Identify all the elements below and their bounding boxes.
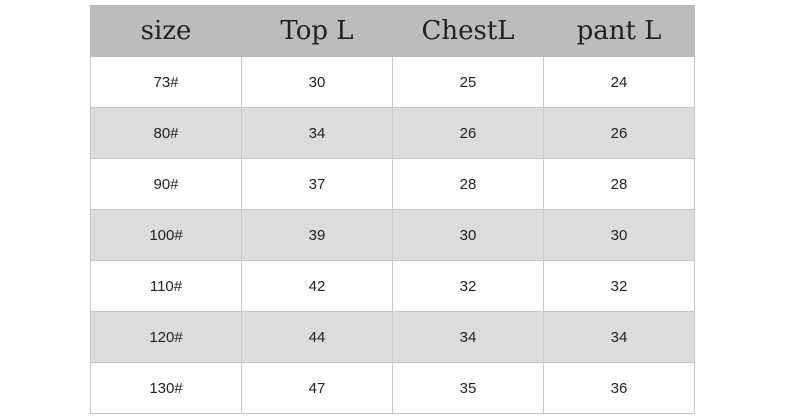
table-cell: 80# bbox=[90, 107, 242, 159]
table-cell: 73# bbox=[90, 56, 242, 108]
table-cell: 28 bbox=[392, 158, 544, 210]
table-cell: 30 bbox=[392, 209, 544, 261]
table-cell: 35 bbox=[392, 362, 544, 414]
table-cell: 30 bbox=[543, 209, 695, 261]
table-cell: 47 bbox=[241, 362, 393, 414]
table-cell: 24 bbox=[543, 56, 695, 108]
header-cell: Top L bbox=[241, 5, 393, 57]
table-cell: 44 bbox=[241, 311, 393, 363]
table-cell: 42 bbox=[241, 260, 393, 312]
table-cell: 37 bbox=[241, 158, 393, 210]
header-cell: size bbox=[90, 5, 242, 57]
table-cell: 36 bbox=[543, 362, 695, 414]
table-cell: 130# bbox=[90, 362, 242, 414]
table-row: 100# 39 30 30 bbox=[90, 209, 695, 261]
table-cell: 26 bbox=[392, 107, 544, 159]
table-row: 80# 34 26 26 bbox=[90, 107, 695, 159]
table-cell: 90# bbox=[90, 158, 242, 210]
table-cell: 28 bbox=[543, 158, 695, 210]
table-cell: 32 bbox=[392, 260, 544, 312]
table-cell: 34 bbox=[241, 107, 393, 159]
table-row: 73# 30 25 24 bbox=[90, 56, 695, 108]
table-cell: 30 bbox=[241, 56, 393, 108]
table-row: 90# 37 28 28 bbox=[90, 158, 695, 210]
header-cell: pant L bbox=[543, 5, 695, 57]
table-cell: 110# bbox=[90, 260, 242, 312]
table-cell: 32 bbox=[543, 260, 695, 312]
header-cell: ChestL bbox=[392, 5, 544, 57]
table-row: 120# 44 34 34 bbox=[90, 311, 695, 363]
table-row: 130# 47 35 36 bbox=[90, 362, 695, 414]
table-cell: 100# bbox=[90, 209, 242, 261]
header-row: size Top L ChestL pant L bbox=[90, 5, 695, 57]
table-row: 110# 42 32 32 bbox=[90, 260, 695, 312]
table-cell: 39 bbox=[241, 209, 393, 261]
size-table: size Top L ChestL pant L 73# 30 25 24 80# 34 26 26 9… bbox=[90, 5, 695, 414]
table-cell: 34 bbox=[543, 311, 695, 363]
table-cell: 34 bbox=[392, 311, 544, 363]
table-cell: 26 bbox=[543, 107, 695, 159]
table-cell: 120# bbox=[90, 311, 242, 363]
table-cell: 25 bbox=[392, 56, 544, 108]
